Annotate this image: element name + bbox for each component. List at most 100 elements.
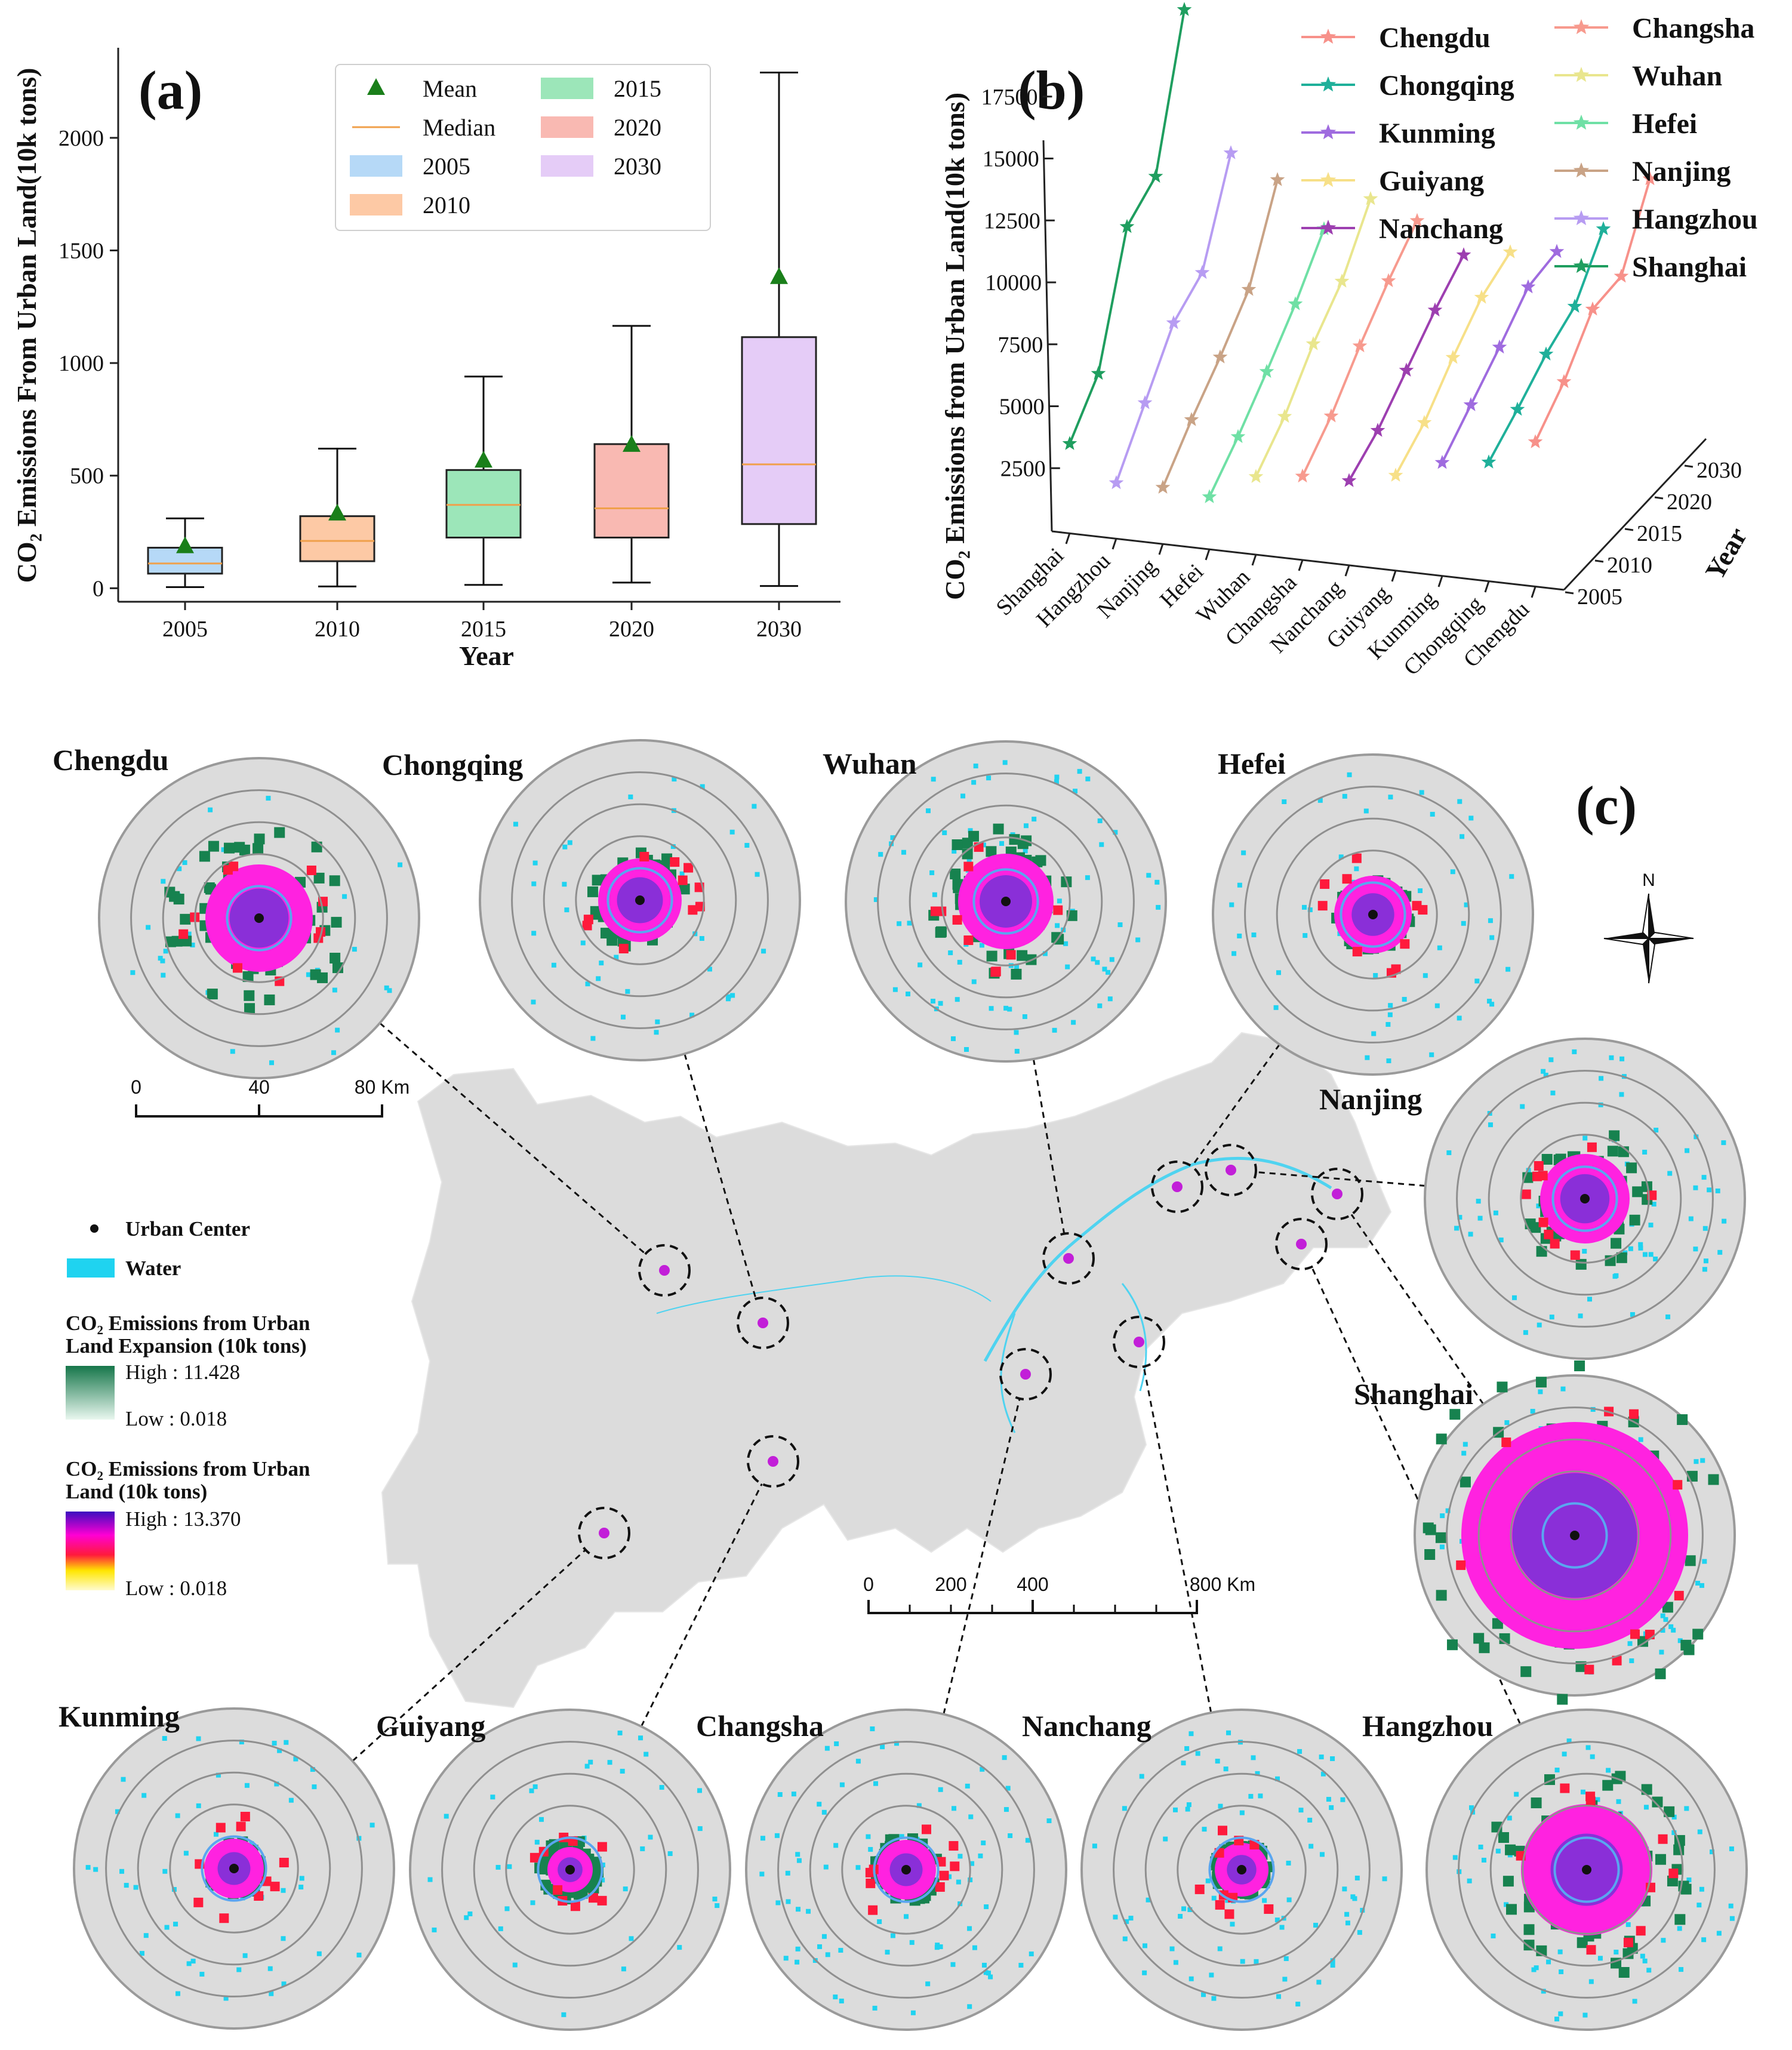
inset-water-pixel [1275, 1776, 1280, 1781]
inset-land-pixel [1194, 1884, 1205, 1894]
inset-inner-ring [972, 868, 1039, 935]
inset-scale-tick-0: 0 [131, 1076, 141, 1098]
inset-water-pixel [1538, 1389, 1543, 1395]
panel-b-year-tick-mark [1654, 496, 1664, 500]
inset-water-pixel [833, 1994, 838, 2000]
map-city-markers [578, 1144, 1363, 1559]
inset-water-pixel [158, 956, 163, 961]
inset-buffer-ring [1456, 1070, 1714, 1328]
inset-urban-center [1237, 1865, 1246, 1874]
inset-water-pixel [1226, 1730, 1231, 1735]
inset-water-pixel [1654, 1128, 1659, 1133]
inset-water-pixel [640, 1846, 645, 1851]
inset-water-pixel [904, 1914, 909, 1919]
inset-water-pixel [1546, 1959, 1551, 1965]
inset-water-pixel [1195, 1751, 1200, 1756]
inset-water-pixel [190, 943, 195, 948]
inset-water-pixel [1701, 1937, 1707, 1943]
inset-water-pixel [1320, 1771, 1326, 1777]
inset-water-pixel [1046, 1818, 1052, 1824]
inset-land-pixel [1418, 905, 1428, 915]
inset-water-pixel [183, 1851, 189, 1856]
inset-expansion-pixel [1435, 1532, 1446, 1543]
panel-b-city-tick-mark [1437, 575, 1443, 587]
inset-water-pixel [146, 925, 151, 930]
inset-water-pixel [855, 1759, 861, 1764]
inset-water-pixel [531, 931, 537, 936]
inset-land-pixel [866, 1878, 876, 1888]
inset-water-pixel [1434, 1003, 1440, 1008]
inset-water-pixel [948, 950, 953, 956]
inset-expansion-pixel [1574, 1360, 1585, 1372]
inset-water-pixel [795, 1946, 800, 1951]
inset-water-pixel [1297, 1749, 1303, 1754]
inset-water-pixel [966, 858, 972, 864]
panel-a-mean-2010 [328, 503, 346, 521]
inset-water-pixel [1142, 1943, 1147, 1949]
inset-water-pixel [1534, 1965, 1539, 1971]
inset-water-pixel [1597, 1956, 1603, 1961]
inset-water-pixel [1342, 793, 1347, 799]
panel-b-year-tick-label: 2015 [1637, 521, 1682, 546]
inset-water-pixel [580, 940, 586, 946]
inset-water-pixel [1313, 1922, 1318, 1928]
panel-b-series [1062, 2, 1658, 503]
inset-water-pixel [1202, 1827, 1207, 1832]
inset-water-pixel [1648, 1223, 1654, 1228]
inset-water-pixel [1469, 1805, 1474, 1811]
river-main-stem [983, 1156, 1332, 1362]
inset-land-pixel [1053, 905, 1063, 915]
inset-water-pixel [1701, 1175, 1707, 1180]
inset-water-pixel [1279, 1925, 1285, 1930]
inset-water-pixel [981, 1840, 986, 1846]
inset-buffer-ring [841, 1805, 971, 1935]
inset-urban-center [229, 1864, 239, 1873]
inset-water-pixel [551, 962, 556, 968]
inset-water-pixel [1619, 1056, 1625, 1061]
inset-water-pixel [917, 962, 923, 968]
inset-buffer-ring [1144, 1772, 1339, 1967]
inset-inner-ring [1208, 1836, 1275, 1903]
inset-water-pixel [1173, 1807, 1178, 1812]
inset-water-pixel [877, 1919, 882, 1924]
inset-water-pixel [952, 1806, 957, 1811]
inset-water-pixel [989, 1006, 994, 1011]
inset-water-pixel [1614, 1949, 1619, 1954]
inset-water-pixel [983, 1970, 989, 1975]
panel-a-legend-swatch [350, 155, 402, 177]
inset-expansion-pixel [1523, 1924, 1535, 1935]
inset-buffer-ring [877, 772, 1135, 1030]
inset-expansion-pixel [1673, 1844, 1685, 1855]
inset-water-pixel [1582, 1135, 1588, 1141]
inset-water-pixel [1653, 1256, 1658, 1261]
inset-nanjing [1424, 1038, 1746, 1360]
panel-b-point-kunming-2030 [1549, 244, 1565, 258]
panel-b-legend-label: Nanchang [1379, 213, 1503, 245]
panel-b-z-tick-label: 5000 [999, 395, 1045, 420]
inset-water-pixel [932, 892, 937, 897]
map-marker-changsha [999, 1348, 1052, 1400]
panel-b-city-tick-mark [1484, 581, 1490, 593]
inset-water-pixel [1345, 1920, 1350, 1926]
inset-water-pixel [1523, 1330, 1528, 1335]
inset-water-pixel [971, 780, 977, 785]
inset-land-pixel [618, 944, 629, 954]
inset-land-pixel [1570, 1250, 1580, 1260]
inset-land-pixel [688, 905, 698, 915]
inset-buffer-ring [505, 1805, 635, 1935]
inset-water-pixel [726, 994, 731, 999]
panel-b-point-nanchang-2010 [1370, 423, 1385, 437]
inset-buffer-ring [1489, 1772, 1684, 1967]
inset-expansion-pixel [1609, 1130, 1620, 1141]
inset-water-pixel [1363, 808, 1369, 814]
inset-water-pixel [1344, 1912, 1350, 1917]
inset-water-pixel [175, 1991, 181, 1996]
city-insets: Chengdu Chongqing Wuhan Hefei Nanjing Shangha… [53, 739, 1748, 2031]
inset-water-pixel [1014, 964, 1019, 969]
inset-water-pixel [1382, 1876, 1387, 1882]
inset-land-pixel [1521, 1189, 1531, 1199]
panel-a-legend-swatch [541, 116, 593, 138]
inset-water-pixel [1520, 1104, 1525, 1109]
inset-land-pixel [1264, 1904, 1274, 1914]
inset-expansion-pixel [1708, 1474, 1719, 1485]
